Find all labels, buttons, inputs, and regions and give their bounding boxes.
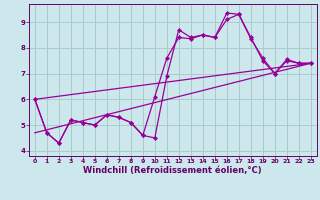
X-axis label: Windchill (Refroidissement éolien,°C): Windchill (Refroidissement éolien,°C) (84, 166, 262, 175)
